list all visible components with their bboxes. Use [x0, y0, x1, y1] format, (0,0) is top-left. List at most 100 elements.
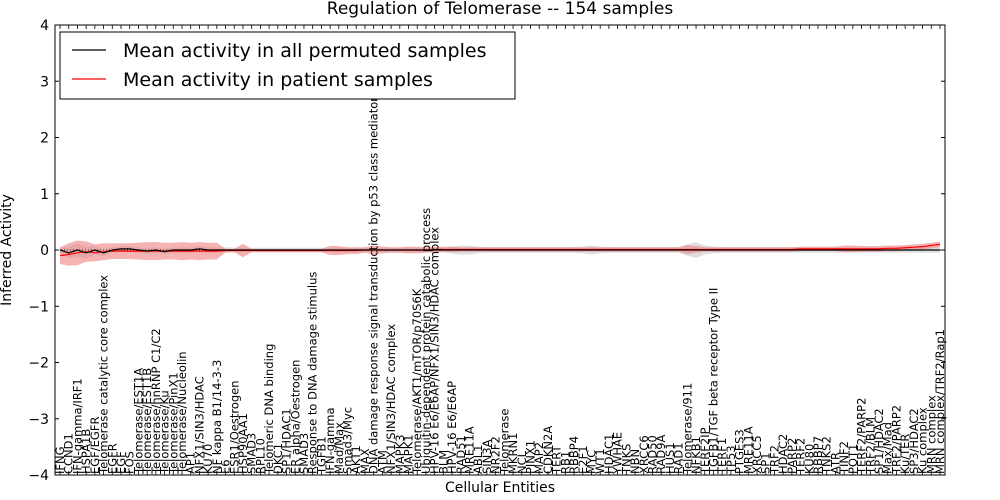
x-tick-label: TERF1 [715, 438, 729, 475]
y-tick-label: 0 [40, 243, 49, 259]
x-tick-label: Mad/Max [332, 422, 346, 474]
x-tick-label: Response to DNA damage stimulus [306, 272, 320, 474]
x-tick-label: AKT1 [349, 445, 363, 474]
x-tick-label: TP53 [724, 445, 738, 475]
x-tick-label: YWHAE [611, 432, 625, 475]
x-tick-label: PINX1 [524, 440, 538, 474]
x-tick-label: HUS1 [663, 442, 677, 474]
x-tick-label: NFKB1 [689, 436, 703, 474]
x-tick-label: Telomeric DNA binding [262, 344, 276, 475]
legend-box [59, 31, 516, 100]
x-tick-label: Telomerase/Ku [158, 390, 172, 475]
x-tick-label: NBN [628, 449, 642, 474]
chart-title: Regulation of Telomerase -- 154 samples [327, 0, 674, 19]
x-tick-label: E2F1 [576, 445, 590, 474]
x-tick-label: POT1 [846, 444, 860, 474]
x-tick-label: NCL [515, 450, 529, 474]
x-tick-label: WT1 [593, 448, 607, 474]
x-tick-label: RAD51 [454, 435, 468, 474]
x-tick-label: MKRN1 [506, 433, 520, 474]
x-tick-label: Telomerase/EST1B [140, 368, 154, 475]
x-tick-label: Max/Mad [881, 422, 895, 474]
plot-area [55, 240, 945, 266]
x-tick-label: Telomerase catalytic core complex [97, 275, 111, 475]
x-tick-label: BLM [436, 450, 450, 474]
x-tick-label: Smad3/Myc [341, 407, 355, 474]
y-tick-label: 1 [40, 187, 49, 203]
x-tick-label: MRE11A [463, 426, 477, 474]
x-tick-label: PTGES3 [733, 429, 747, 474]
x-tick-label: Ku/TER [898, 434, 912, 474]
x-tick-label: TERF2 [794, 438, 808, 475]
x-tick-label: RAD9A [654, 434, 668, 474]
x-tick-label: Telomerase/Nucleolin [175, 351, 189, 475]
x-tick-label: CCND1 [62, 433, 76, 474]
x-tick-label: DKC1 [271, 443, 285, 474]
x-tick-label: IFNG [53, 446, 67, 474]
x-tick-label: KU80 [802, 444, 816, 474]
x-tick-label: HSP90AA1 [236, 413, 250, 474]
x-tick-label: EGF [114, 451, 128, 474]
y-tick-label: 4 [40, 18, 49, 34]
x-tick-label: CDKN2A [541, 426, 555, 474]
x-tick-label: NFX1/SIN3/HDAC [192, 376, 206, 474]
x-tick-label: Ku complex [916, 407, 930, 474]
y-tick-label: −1 [28, 299, 49, 315]
x-tick-label: FOS [123, 451, 137, 474]
x-tick-label: XRCC5 [750, 435, 764, 474]
x-tick-label: HDAC1 [602, 434, 616, 474]
x-tick-label: Telomerase [497, 409, 511, 476]
x-tick-label: SMAD3 [245, 433, 259, 474]
x-tick-label: TERT [550, 445, 564, 475]
x-tick-label: ATM [375, 450, 389, 474]
x-tick-label: MRN complex [924, 395, 938, 474]
x-tick-label: SP1/HDAC2 [872, 408, 886, 474]
legend-label-patient: Mean activity in patient samples [123, 69, 433, 91]
y-tick-label: −3 [28, 412, 49, 428]
x-tick-label: NR2F2 [489, 436, 503, 474]
x-tick-labels: IFNGCCND1IFN-gamma/IRF1HSPA1BEGF/EGFRTel… [53, 97, 947, 475]
x-tick-label: HDAC2 [776, 434, 790, 474]
x-tick-label: TERF2/PARP2 [855, 398, 869, 475]
band-mean-activity-in-patient-samples [60, 240, 940, 266]
x-tick-label: IFN-gamma/IRF1 [70, 378, 84, 474]
x-tick-label: MRN complex/TRF2/Rap1 [933, 329, 947, 474]
x-tick-label: Telomerase/911 [680, 383, 694, 475]
x-tick-label: SP3/HDAC2 [907, 408, 921, 474]
x-tick-label: Telomerase/AKT1/mTOR/p70S6K [410, 288, 424, 475]
x-tick-label: MRE11A [741, 426, 755, 474]
x-tick-label: ER alpha/Oestrogen [288, 360, 302, 474]
x-tick-label: HPV-16 E6/E6AP [445, 381, 459, 474]
x-tick-label: RAD1 [672, 442, 686, 474]
x-tick-label: RBBP7 [811, 436, 825, 474]
x-tick-label: XRCC6 [637, 435, 651, 474]
x-tick-label: MYC [584, 450, 598, 474]
x-tick-label: TERF2IP [698, 427, 712, 475]
x-tick-label: E6 [219, 459, 233, 474]
x-tick-label: RB1 [558, 451, 572, 474]
x-tick-label: ATR [828, 452, 842, 474]
x-tick-label: SMAD3 [297, 433, 311, 474]
y-tick-label: 2 [40, 131, 49, 147]
x-tick-label: EGF/EGFR [88, 417, 102, 474]
x-tick-label: ESR1/Oestrogen [227, 380, 241, 474]
x-tick-label: SP1 [759, 452, 773, 474]
x-tick-label: DNA damage response signal transduction … [367, 97, 381, 474]
x-tick-label: Telomerase/hnRNP C1/C2 [149, 328, 163, 475]
x-tick-label: ABL1 [471, 445, 485, 474]
x-tick-label: MAPK1 [402, 434, 416, 474]
x-tick-label: AP1 [184, 452, 198, 474]
axis-ticks: −4 −3 −2 −1 0 1 2 3 4 [28, 18, 945, 484]
x-tick-label: MAP2 [532, 442, 546, 474]
y-axis-title: Inferred Activity [0, 194, 15, 306]
x-axis-title: Cellular Entities [445, 480, 555, 496]
x-tick-label: PARP2 [785, 438, 799, 474]
line-mean-activity-in-all-permuted-samples [59, 248, 940, 254]
x-tick-label: Telomerase/EST1A [131, 368, 145, 475]
x-tick-label: NFX1/SIN3/HDAC complex [384, 324, 398, 474]
y-tick-label: −4 [28, 468, 49, 484]
x-tick-label: NF kappa B1/14-3-3 [210, 360, 224, 474]
x-tick-label: RPL10 [253, 438, 267, 474]
y-tick-label: 3 [40, 74, 49, 90]
x-tick-label: TGFB1/TGF beta receptor Type II [706, 288, 720, 475]
